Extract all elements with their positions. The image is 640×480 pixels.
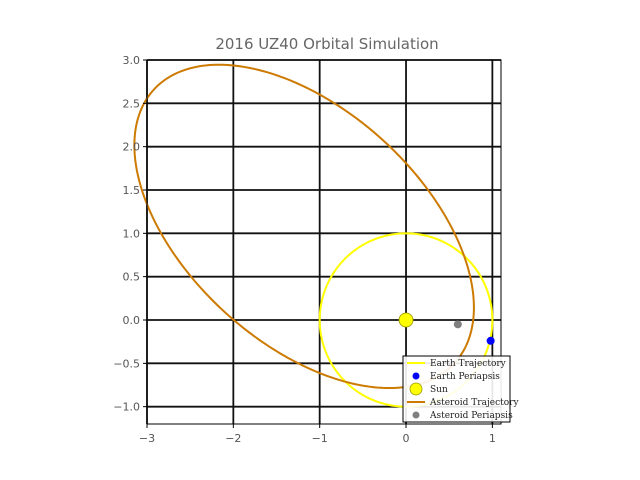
x-tick-label: 0: [403, 432, 410, 445]
x-axis-ticks: −3 −2 −1 0 1: [139, 424, 496, 445]
x-tick-label: −3: [139, 432, 155, 445]
sun-marker: [398, 312, 414, 328]
markers: [398, 312, 495, 345]
x-tick-label: −2: [225, 432, 241, 445]
legend: Earth Trajectory Earth Periapsis Sun Astero…: [402, 355, 519, 423]
y-tick-label: 2.0: [123, 141, 141, 154]
legend-asteroid-periapsis-swatch: [412, 411, 420, 419]
y-axis-ticks: −1.0 −0.5 0.0 0.5 1.0 1.5 2.0 2.5 3.0: [113, 54, 147, 414]
asteroid-trajectory-line: [133, 63, 475, 390]
y-tick-label: 3.0: [123, 54, 141, 67]
y-tick-label: 0.0: [123, 314, 141, 327]
plot-frame: [146, 59, 502, 425]
legend-earth-trajectory-label: Earth Trajectory: [430, 359, 507, 369]
asteroid-periapsis-marker: [453, 320, 462, 329]
legend-earth-periapsis-swatch: [412, 372, 420, 380]
x-tick-label: −1: [312, 432, 328, 445]
legend-earth-periapsis-label: Earth Periapsis: [430, 372, 500, 382]
y-tick-label: 0.5: [123, 271, 141, 284]
legend-asteroid-trajectory-label: Asteroid Trajectory: [429, 398, 519, 408]
legend-sun-label: Sun: [430, 385, 448, 395]
x-tick-label: 1: [489, 432, 496, 445]
y-tick-label: 1.0: [123, 227, 141, 240]
legend-sun-swatch: [409, 382, 423, 396]
chart-title: 2016 UZ40 Orbital Simulation: [215, 35, 438, 53]
legend-asteroid-periapsis-label: Asteroid Periapsis: [429, 411, 513, 421]
y-tick-label: 1.5: [123, 184, 141, 197]
y-tick-label: −1.0: [113, 401, 140, 414]
earth-periapsis-marker: [486, 336, 495, 345]
y-tick-label: 2.5: [123, 97, 141, 110]
y-tick-label: −0.5: [113, 357, 140, 370]
